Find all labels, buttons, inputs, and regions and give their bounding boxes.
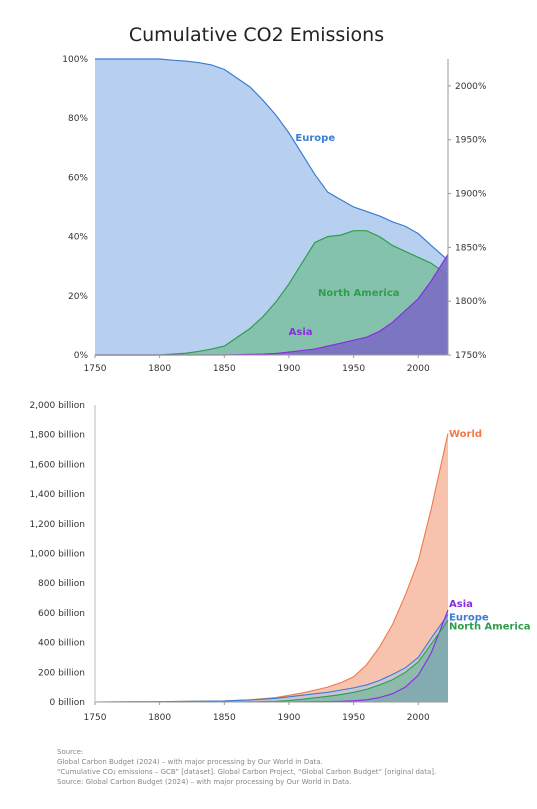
secondary-y-tick-label: 1800% [455, 297, 487, 307]
y-tick-label: 800 billion [38, 579, 85, 589]
line-europe [95, 58, 449, 261]
absolute-emissions-area-chart: 0 billion 200 billion 400 billion 600 billi… [29, 401, 531, 723]
y-tick-label: 1,800 billion [29, 431, 85, 441]
y-tick-label: 40% [68, 233, 88, 243]
line-north-america [95, 230, 449, 356]
y-tick-label: 1,600 billion [29, 460, 85, 470]
y-tick-label: 200 billion [38, 668, 85, 678]
area-north-america [95, 620, 448, 702]
secondary-y-tick-label: 1900% [455, 190, 487, 200]
series-label-world: World [449, 429, 482, 440]
area-asia [95, 254, 448, 355]
series-label-north-america: North America [318, 288, 400, 299]
area-north-america [95, 230, 448, 355]
line-europe [94, 614, 449, 703]
percent-share-area-chart: 0% 20% 40% 60% 80% 100% 1750 1800 1850 1900 1950 20… [62, 55, 487, 374]
series-label-europe: Europe [449, 612, 489, 623]
source-line: Source: Global Carbon Budget (2024) – wi… [57, 778, 352, 786]
y-tick-label: 1,000 billion [29, 550, 85, 560]
y-tick-label: 20% [68, 292, 88, 302]
x-tick-label: 1900 [278, 364, 301, 374]
x-tick-label: 1800 [148, 364, 171, 374]
secondary-y-tick-label: 1750% [455, 351, 487, 361]
source-heading: Source: [57, 748, 84, 756]
x-tick-label: 1850 [213, 364, 236, 374]
x-tick-label: 1750 [84, 364, 107, 374]
y-tick-label: 0% [74, 351, 89, 361]
y-tick-label: 1,400 billion [29, 490, 85, 500]
x-tick-label: 1950 [342, 713, 365, 723]
series-label-asia: Asia [289, 327, 313, 338]
y-tick-label: 60% [68, 173, 88, 183]
secondary-y-tick-label: 1850% [455, 243, 487, 253]
source-notes: Source: Global Carbon Budget (2024) – wi… [57, 747, 527, 787]
y-tick-label: 100% [62, 55, 88, 65]
y-tick-label: 80% [68, 114, 88, 124]
x-tick-label: 2000 [407, 713, 430, 723]
chart-title: Cumulative CO2 Emissions [128, 24, 385, 46]
x-tick-label: 1800 [148, 713, 171, 723]
x-tick-label: 1900 [278, 713, 301, 723]
x-tick-label: 2000 [407, 364, 430, 374]
series-label-north-america: North America [449, 621, 531, 632]
x-tick-label: 1950 [342, 364, 365, 374]
y-tick-label: 0 billion [49, 698, 85, 708]
y-tick-label: 2,000 billion [29, 401, 85, 411]
series-label-europe: Europe [295, 133, 335, 144]
y-tick-label: 1,200 billion [29, 520, 85, 530]
secondary-y-tick-label: 2000% [455, 82, 487, 92]
series-label-asia: Asia [449, 599, 473, 610]
area-world [95, 433, 448, 702]
y-tick-label: 600 billion [38, 609, 85, 619]
x-tick-label: 1850 [213, 713, 236, 723]
source-line: “Cumulative CO₂ emissions – GCB” [datase… [57, 768, 437, 776]
source-line: Global Carbon Budget (2024) – with major… [57, 758, 323, 766]
y-tick-label: 400 billion [38, 639, 85, 649]
secondary-y-tick-label: 1950% [455, 136, 487, 146]
x-tick-label: 1750 [84, 713, 107, 723]
